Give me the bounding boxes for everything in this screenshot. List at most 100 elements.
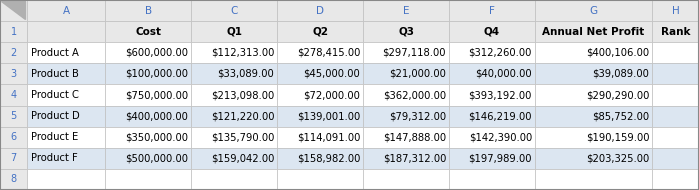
Text: $159,042.00: $159,042.00 bbox=[211, 153, 274, 163]
Bar bbox=[106, 127, 192, 148]
Bar bbox=[106, 169, 192, 190]
Text: $121,220.00: $121,220.00 bbox=[211, 111, 274, 121]
Text: $33,089.00: $33,089.00 bbox=[217, 69, 274, 79]
Bar bbox=[363, 21, 449, 42]
Text: A: A bbox=[63, 6, 70, 16]
Text: $158,982.00: $158,982.00 bbox=[297, 153, 360, 163]
Text: $142,390.00: $142,390.00 bbox=[469, 132, 532, 142]
Text: $393,192.00: $393,192.00 bbox=[468, 90, 532, 100]
Text: $500,000.00: $500,000.00 bbox=[125, 153, 188, 163]
Bar bbox=[192, 63, 278, 84]
Bar bbox=[106, 0, 192, 21]
Bar bbox=[192, 42, 278, 63]
Text: $79,312.00: $79,312.00 bbox=[389, 111, 446, 121]
Text: Product E: Product E bbox=[31, 132, 78, 142]
Bar bbox=[363, 0, 449, 21]
Text: H: H bbox=[672, 6, 679, 16]
Bar bbox=[0, 84, 27, 106]
Bar bbox=[449, 106, 535, 127]
Bar bbox=[106, 148, 192, 169]
Bar bbox=[192, 0, 278, 21]
Bar bbox=[278, 21, 363, 42]
Text: B: B bbox=[145, 6, 152, 16]
Bar bbox=[27, 127, 106, 148]
Text: $203,325.00: $203,325.00 bbox=[586, 153, 649, 163]
Text: G: G bbox=[589, 6, 598, 16]
Bar bbox=[535, 0, 652, 21]
Bar bbox=[535, 169, 652, 190]
Text: $21,000.00: $21,000.00 bbox=[389, 69, 446, 79]
Text: $312,260.00: $312,260.00 bbox=[468, 48, 532, 58]
Text: $45,000.00: $45,000.00 bbox=[303, 69, 360, 79]
Bar bbox=[652, 169, 699, 190]
Text: $297,118.00: $297,118.00 bbox=[382, 48, 446, 58]
Bar bbox=[27, 42, 106, 63]
Bar bbox=[652, 63, 699, 84]
Bar bbox=[449, 84, 535, 106]
Bar bbox=[652, 0, 699, 21]
Text: Rank: Rank bbox=[661, 27, 691, 37]
Text: $278,415.00: $278,415.00 bbox=[297, 48, 360, 58]
Bar bbox=[27, 148, 106, 169]
Text: Product A: Product A bbox=[31, 48, 79, 58]
Bar bbox=[106, 21, 192, 42]
Text: $85,752.00: $85,752.00 bbox=[592, 111, 649, 121]
Text: $197,989.00: $197,989.00 bbox=[468, 153, 532, 163]
Bar bbox=[449, 148, 535, 169]
Text: $290,290.00: $290,290.00 bbox=[586, 90, 649, 100]
Text: 4: 4 bbox=[10, 90, 17, 100]
Bar bbox=[652, 127, 699, 148]
Text: $112,313.00: $112,313.00 bbox=[211, 48, 274, 58]
Bar bbox=[106, 106, 192, 127]
Bar bbox=[535, 127, 652, 148]
Text: $400,106.00: $400,106.00 bbox=[586, 48, 649, 58]
Bar bbox=[278, 63, 363, 84]
Bar bbox=[192, 127, 278, 148]
Bar bbox=[363, 42, 449, 63]
Bar bbox=[0, 148, 27, 169]
Bar bbox=[27, 84, 106, 106]
Bar bbox=[449, 21, 535, 42]
Text: $750,000.00: $750,000.00 bbox=[125, 90, 188, 100]
Bar bbox=[363, 106, 449, 127]
Bar bbox=[363, 84, 449, 106]
Text: $135,790.00: $135,790.00 bbox=[211, 132, 274, 142]
Text: Q3: Q3 bbox=[398, 27, 414, 37]
Bar bbox=[278, 169, 363, 190]
Bar bbox=[0, 42, 27, 63]
Text: $190,159.00: $190,159.00 bbox=[586, 132, 649, 142]
Text: $100,000.00: $100,000.00 bbox=[125, 69, 188, 79]
Bar bbox=[363, 169, 449, 190]
Bar bbox=[27, 63, 106, 84]
Text: Product F: Product F bbox=[31, 153, 78, 163]
Text: 7: 7 bbox=[10, 153, 17, 163]
Bar bbox=[278, 0, 363, 21]
Text: $139,001.00: $139,001.00 bbox=[297, 111, 360, 121]
Text: $72,000.00: $72,000.00 bbox=[303, 90, 360, 100]
Bar bbox=[0, 127, 27, 148]
Bar bbox=[192, 148, 278, 169]
Bar bbox=[363, 63, 449, 84]
Bar bbox=[652, 106, 699, 127]
Text: $39,089.00: $39,089.00 bbox=[592, 69, 649, 79]
Bar bbox=[535, 148, 652, 169]
Bar bbox=[0, 106, 27, 127]
Text: 5: 5 bbox=[10, 111, 17, 121]
Text: Annual Net Profit: Annual Net Profit bbox=[542, 27, 644, 37]
Bar bbox=[535, 21, 652, 42]
Bar bbox=[278, 127, 363, 148]
Bar bbox=[0, 169, 27, 190]
Bar bbox=[278, 106, 363, 127]
Text: C: C bbox=[231, 6, 238, 16]
Text: E: E bbox=[403, 6, 410, 16]
Text: $40,000.00: $40,000.00 bbox=[475, 69, 532, 79]
Bar bbox=[106, 63, 192, 84]
Bar bbox=[363, 127, 449, 148]
Bar bbox=[652, 42, 699, 63]
Bar bbox=[192, 21, 278, 42]
Bar bbox=[0, 0, 27, 21]
Text: $187,312.00: $187,312.00 bbox=[383, 153, 446, 163]
Text: $147,888.00: $147,888.00 bbox=[383, 132, 446, 142]
Text: 2: 2 bbox=[10, 48, 17, 58]
Bar bbox=[27, 106, 106, 127]
